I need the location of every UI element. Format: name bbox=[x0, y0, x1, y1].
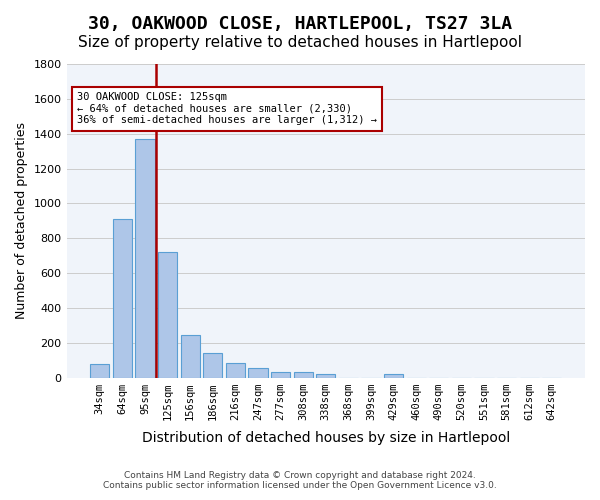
Bar bbox=[226, 362, 245, 378]
Text: 30 OAKWOOD CLOSE: 125sqm
← 64% of detached houses are smaller (2,330)
36% of sem: 30 OAKWOOD CLOSE: 125sqm ← 64% of detach… bbox=[77, 92, 377, 126]
Bar bbox=[90, 364, 109, 378]
Bar bbox=[293, 372, 313, 378]
Y-axis label: Number of detached properties: Number of detached properties bbox=[15, 122, 28, 320]
Bar bbox=[158, 252, 177, 378]
Bar bbox=[316, 374, 335, 378]
Text: 30, OAKWOOD CLOSE, HARTLEPOOL, TS27 3LA: 30, OAKWOOD CLOSE, HARTLEPOOL, TS27 3LA bbox=[88, 15, 512, 33]
Bar bbox=[181, 335, 200, 378]
Text: Size of property relative to detached houses in Hartlepool: Size of property relative to detached ho… bbox=[78, 35, 522, 50]
Bar bbox=[384, 374, 403, 378]
Bar bbox=[113, 219, 132, 378]
Bar bbox=[248, 368, 268, 378]
X-axis label: Distribution of detached houses by size in Hartlepool: Distribution of detached houses by size … bbox=[142, 431, 510, 445]
Bar bbox=[136, 139, 155, 378]
Text: Contains HM Land Registry data © Crown copyright and database right 2024.
Contai: Contains HM Land Registry data © Crown c… bbox=[103, 470, 497, 490]
Bar bbox=[203, 353, 223, 378]
Bar bbox=[271, 372, 290, 378]
